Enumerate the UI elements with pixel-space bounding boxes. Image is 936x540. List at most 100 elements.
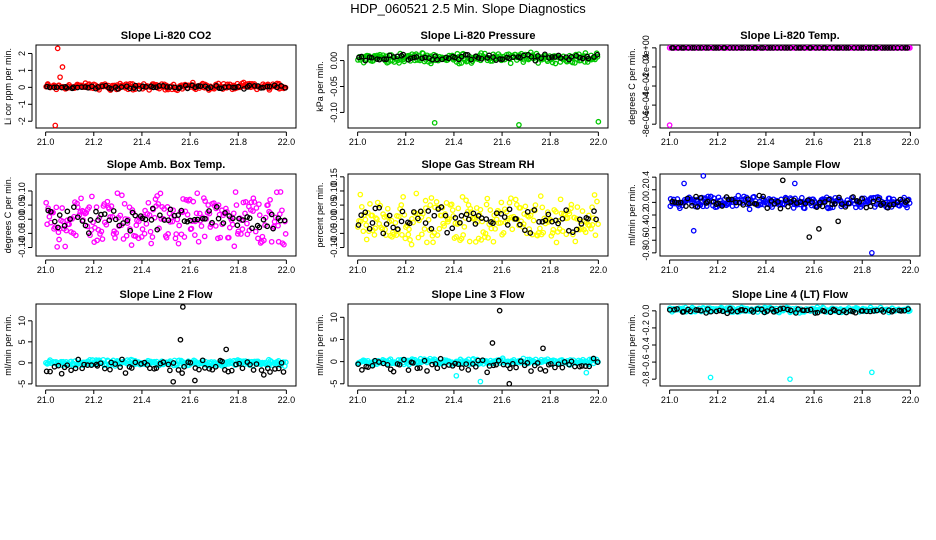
data-point xyxy=(132,359,139,366)
data-point xyxy=(390,231,397,238)
y-tick-label: 0 xyxy=(329,359,339,364)
data-point xyxy=(449,225,456,232)
data-point xyxy=(517,221,523,228)
data-point xyxy=(873,45,880,51)
chart-panel: Slope Li-820 Pressure kPa per min. 21.0 21.… xyxy=(315,30,609,147)
data-point xyxy=(62,83,69,90)
y-axis-label: Li cor ppm per min. xyxy=(3,48,13,125)
data-point xyxy=(365,210,371,216)
chart-panel: Slope Line 3 Flow ml/min per min. 21.0 21.2… xyxy=(315,289,609,405)
data-point xyxy=(669,198,676,205)
data-point xyxy=(98,228,105,235)
data-point xyxy=(424,368,430,374)
data-point xyxy=(394,226,401,232)
data-point xyxy=(196,210,203,217)
x-tick-label: 21.0 xyxy=(37,265,55,275)
data-point xyxy=(372,225,379,232)
data-point xyxy=(59,205,65,211)
data-point xyxy=(206,365,213,372)
chart-title: Slope Li-820 Temp. xyxy=(740,30,839,42)
data-point xyxy=(455,361,462,368)
data-point xyxy=(483,216,490,222)
outlier-point xyxy=(816,226,822,232)
data-point xyxy=(797,199,804,205)
data-point xyxy=(568,54,575,60)
data-point xyxy=(593,216,599,223)
data-point xyxy=(582,363,589,369)
x-tick-label: 21.0 xyxy=(349,265,367,275)
data-point xyxy=(863,308,870,315)
data-point xyxy=(421,226,428,232)
data-point xyxy=(56,212,63,218)
data-point xyxy=(55,224,61,231)
y-tick-label: 0.15 xyxy=(329,168,339,186)
data-point xyxy=(272,214,279,221)
data-point xyxy=(507,365,513,372)
data-point xyxy=(264,83,271,90)
y-tick-label: 2 xyxy=(17,51,27,56)
data-point xyxy=(545,211,552,218)
data-point xyxy=(261,237,267,244)
data-point xyxy=(750,309,757,315)
data-point xyxy=(362,57,369,64)
data-point xyxy=(579,208,586,214)
chart-panel: Slope Li-820 CO2 Li cor ppm per min. 21.0 2… xyxy=(3,30,297,147)
chart-panel: Slope Sample Flow ml/min per min. 21.0 21.2… xyxy=(627,159,921,275)
data-point xyxy=(471,215,478,222)
data-point xyxy=(490,238,497,245)
data-point xyxy=(68,367,74,374)
data-point xyxy=(279,207,285,214)
data-point xyxy=(807,306,814,313)
y-axis-label: ml/min per min. xyxy=(627,314,637,376)
x-tick-label: 21.4 xyxy=(757,395,775,405)
data-point xyxy=(368,54,375,61)
data-point xyxy=(733,202,740,209)
data-point xyxy=(233,361,239,368)
data-point xyxy=(546,55,552,61)
data-point xyxy=(448,201,455,208)
data-point xyxy=(430,239,436,246)
data-point xyxy=(143,221,150,227)
data-point xyxy=(369,212,376,219)
data-point xyxy=(401,356,407,363)
data-point xyxy=(173,231,180,237)
data-point xyxy=(258,367,265,373)
outlier-point xyxy=(540,345,546,352)
data-point xyxy=(405,367,412,373)
data-point xyxy=(148,216,155,223)
data-point xyxy=(198,223,205,229)
data-point xyxy=(129,209,136,216)
data-point xyxy=(267,369,273,375)
x-tick-label: 21.4 xyxy=(133,395,151,405)
data-point xyxy=(82,210,88,217)
data-point xyxy=(216,85,223,92)
data-point xyxy=(88,362,95,368)
data-point xyxy=(267,196,273,203)
data-point xyxy=(875,196,882,203)
data-point xyxy=(191,232,198,238)
outlier-point xyxy=(170,378,177,385)
data-point xyxy=(703,45,709,51)
outlier-point xyxy=(787,376,793,383)
data-point xyxy=(232,189,239,195)
data-point xyxy=(553,239,560,246)
data-point xyxy=(790,205,797,211)
data-point xyxy=(782,197,789,203)
y-tick-label: 0.00 xyxy=(329,210,339,228)
data-point xyxy=(867,203,874,210)
data-point xyxy=(478,55,485,62)
data-point xyxy=(790,197,797,203)
data-point xyxy=(157,212,163,219)
data-point xyxy=(256,224,263,231)
plot-frame xyxy=(35,44,297,129)
data-point xyxy=(713,45,719,51)
y-tick-label: 1 xyxy=(17,68,27,73)
x-tick-label: 21.0 xyxy=(37,137,55,147)
data-point xyxy=(484,195,491,202)
x-tick-label: 22.0 xyxy=(902,137,920,147)
data-point xyxy=(373,215,379,221)
data-point xyxy=(434,365,441,372)
data-point xyxy=(53,204,60,211)
data-point xyxy=(513,216,519,222)
